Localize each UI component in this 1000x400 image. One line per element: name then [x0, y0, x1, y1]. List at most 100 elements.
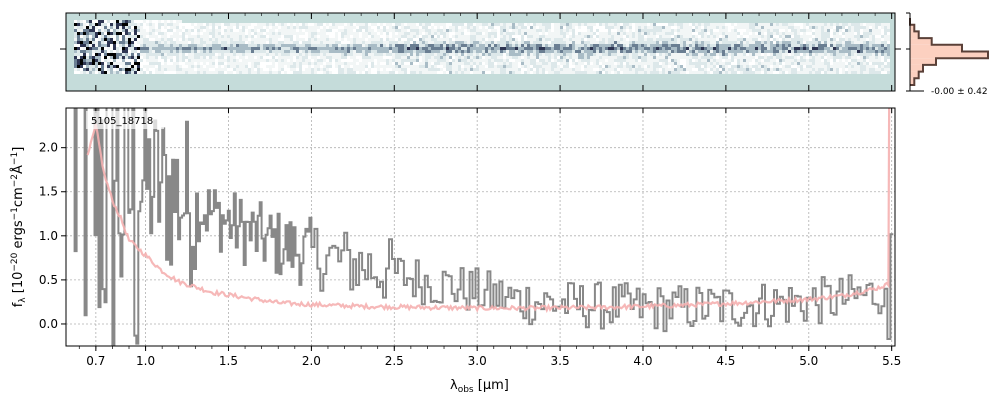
- spectrum-2d-pixel: [524, 32, 527, 35]
- spectrum-2d-pixel: [341, 44, 344, 47]
- spectrum-2d-pixel: [407, 65, 410, 68]
- spectrum-2d-pixel: [656, 41, 659, 44]
- spectrum-2d-pixel: [188, 26, 191, 29]
- spectrum-2d-pixel: [473, 59, 476, 62]
- spectrum-2d-pixel: [815, 50, 818, 53]
- spectrum-2d-pixel: [125, 38, 128, 41]
- spectrum-2d-pixel: [635, 71, 638, 74]
- spectrum-2d-pixel: [620, 65, 623, 68]
- spectrum-2d-pixel: [107, 29, 110, 32]
- spectrum-2d-pixel: [695, 26, 698, 29]
- spectrum-2d-pixel: [794, 62, 797, 65]
- spectrum-2d-pixel: [170, 20, 173, 23]
- spectrum-2d-pixel: [362, 38, 365, 41]
- spectrum-2d-pixel: [509, 35, 512, 38]
- spectrum-2d-pixel: [191, 53, 194, 56]
- spectrum-2d-pixel: [833, 26, 836, 29]
- spectrum-2d-pixel: [692, 53, 695, 56]
- spectrum-2d-pixel: [800, 62, 803, 65]
- spectrum-2d-pixel: [329, 56, 332, 59]
- spectrum-2d-pixel: [779, 23, 782, 26]
- spectrum-2d-pixel: [725, 41, 728, 44]
- spectrum-2d-pixel: [419, 44, 422, 47]
- spectrum-2d-pixel: [749, 32, 752, 35]
- spectrum-2d-pixel: [380, 29, 383, 32]
- x-tick-label: 0.7: [86, 354, 105, 368]
- spectrum-2d-pixel: [332, 62, 335, 65]
- spectrum-2d-pixel: [677, 53, 680, 56]
- spectrum-2d-pixel: [854, 44, 857, 47]
- spectrum-2d-pixel: [362, 62, 365, 65]
- spectrum-2d-pixel: [149, 56, 152, 59]
- spectrum-2d-pixel: [230, 44, 233, 47]
- spectrum-2d-pixel: [827, 38, 830, 41]
- spectrum-2d-pixel: [125, 32, 128, 35]
- spectrum-2d-pixel: [737, 32, 740, 35]
- spectrum-2d-pixel: [134, 32, 137, 35]
- spectrum-2d-pixel: [356, 59, 359, 62]
- spectrum-2d-pixel: [356, 62, 359, 65]
- spectrum-2d-pixel: [431, 26, 434, 29]
- spectrum-2d-pixel: [362, 47, 365, 50]
- spectrum-2d-pixel: [725, 50, 728, 53]
- spectrum-2d-pixel: [830, 35, 833, 38]
- spectrum-2d-pixel: [224, 44, 227, 47]
- spectrum-2d-pixel: [350, 65, 353, 68]
- spectrum-2d-pixel: [101, 68, 104, 71]
- spectrum-2d-pixel: [254, 35, 257, 38]
- spectrum-2d-pixel: [104, 65, 107, 68]
- spectrum-2d-pixel: [812, 41, 815, 44]
- spectrum-2d-pixel: [224, 68, 227, 71]
- spectrum-2d-pixel: [422, 32, 425, 35]
- spectrum-2d-pixel: [653, 26, 656, 29]
- spectrum-2d-pixel: [728, 59, 731, 62]
- spectrum-2d-pixel: [227, 50, 230, 53]
- spectrum-2d-pixel: [461, 53, 464, 56]
- spectrum-2d-pixel: [413, 35, 416, 38]
- spectrum-2d-pixel: [194, 53, 197, 56]
- spectrum-2d-pixel: [341, 68, 344, 71]
- spectrum-2d-pixel: [434, 62, 437, 65]
- spectrum-2d-pixel: [377, 65, 380, 68]
- spectrum-2d-pixel: [191, 59, 194, 62]
- spectrum-2d-pixel: [425, 29, 428, 32]
- spectrum-2d-pixel: [860, 38, 863, 41]
- spectrum-2d-pixel: [596, 53, 599, 56]
- spectrum-2d-pixel: [734, 65, 737, 68]
- spectrum-2d-pixel: [779, 26, 782, 29]
- spectrum-2d-pixel: [458, 29, 461, 32]
- spectrum-2d-pixel: [221, 71, 224, 74]
- spectrum-2d-pixel: [311, 47, 314, 50]
- spectrum-2d-pixel: [659, 59, 662, 62]
- spectrum-2d-pixel: [557, 38, 560, 41]
- spectrum-2d-pixel: [782, 53, 785, 56]
- spectrum-2d-pixel: [755, 23, 758, 26]
- spectrum-2d-pixel: [887, 53, 890, 56]
- spectrum-2d-pixel: [818, 68, 821, 71]
- spectrum-2d-pixel: [266, 56, 269, 59]
- spectrum-2d-pixel: [689, 35, 692, 38]
- spectrum-2d-pixel: [668, 32, 671, 35]
- spectrum-2d-pixel: [857, 38, 860, 41]
- spectrum-2d-pixel: [113, 20, 116, 23]
- spectrum-2d-pixel: [383, 71, 386, 74]
- spectrum-2d-pixel: [98, 53, 101, 56]
- spectrum-2d-pixel: [356, 29, 359, 32]
- spectrum-2d-pixel: [767, 41, 770, 44]
- spectrum-2d-pixel: [815, 44, 818, 47]
- spectrum-2d-pixel: [509, 23, 512, 26]
- spectrum-2d-pixel: [521, 23, 524, 26]
- spectrum-2d-pixel: [176, 53, 179, 56]
- spectrum-2d-pixel: [260, 50, 263, 53]
- spectrum-2d-pixel: [320, 47, 323, 50]
- spectrum-2d-pixel: [122, 29, 125, 32]
- spectrum-2d-pixel: [122, 62, 125, 65]
- spectrum-2d-pixel: [710, 26, 713, 29]
- spectrum-2d-pixel: [611, 44, 614, 47]
- spectrum-2d-pixel: [785, 23, 788, 26]
- spectrum-2d-pixel: [143, 38, 146, 41]
- spectrum-2d-pixel: [728, 44, 731, 47]
- spectrum-2d-pixel: [626, 50, 629, 53]
- spectrum-2d-pixel: [563, 29, 566, 32]
- spectrum-2d-pixel: [446, 44, 449, 47]
